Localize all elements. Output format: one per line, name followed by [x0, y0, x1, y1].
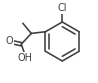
Text: Cl: Cl	[58, 3, 67, 13]
Text: O: O	[6, 36, 13, 46]
Text: OH: OH	[18, 53, 33, 63]
